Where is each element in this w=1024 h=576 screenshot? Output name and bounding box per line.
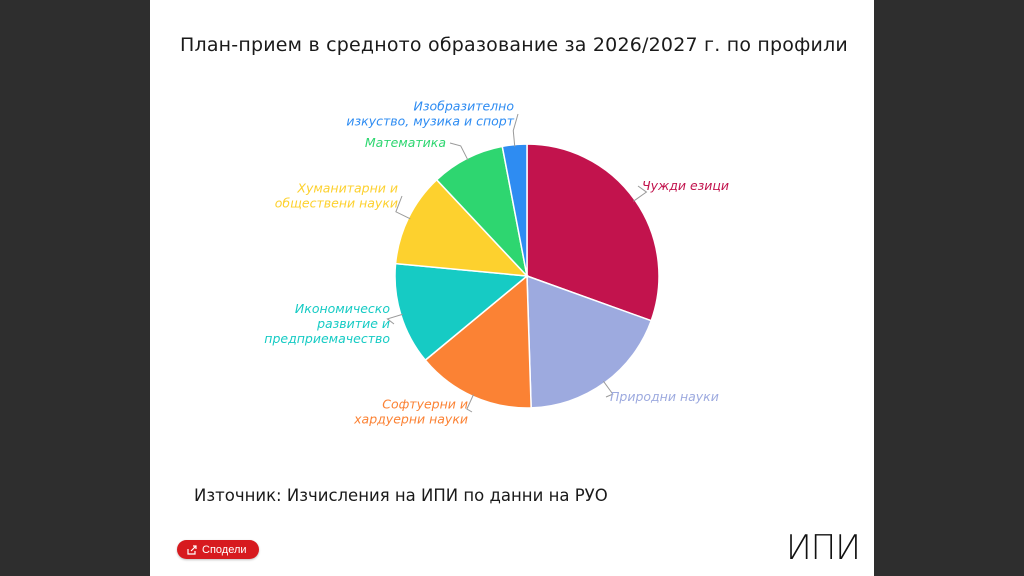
share-label: Сподели [202,543,247,556]
share-button[interactable]: Сподели [177,540,259,559]
leader-line [512,113,519,147]
slice-label: Софтуерни и хардуерни науки [353,397,468,427]
slice-label: Природни науки [610,389,719,404]
share-icon [187,544,197,555]
leader-line [633,185,648,202]
slice-label: Икономическо развитие и предприемачество [264,301,390,346]
leader-line [386,313,403,325]
ipi-logo: ИПИ [786,528,861,568]
chart-slide: План-прием в средното образование за 202… [150,0,874,576]
chart-title: План-прием в средното образование за 202… [180,34,848,56]
leader-line [395,195,411,220]
right-margin [874,0,1024,576]
leader-line [466,394,474,413]
pie-chart: Чужди езици Природни науки Софтуерни и хард… [264,99,729,427]
slice-label: Хуманитарни и обществени науки [275,181,398,211]
slice-label: Изобразително изкуство, музика и спорт [346,99,514,129]
slice-label: Чужди езици [642,178,729,193]
leader-line [603,380,614,398]
leader-line [449,142,469,161]
left-margin [0,0,150,576]
source-note: Източник: Изчисления на ИПИ по данни на … [194,486,608,505]
slice-label: Математика [365,135,446,150]
